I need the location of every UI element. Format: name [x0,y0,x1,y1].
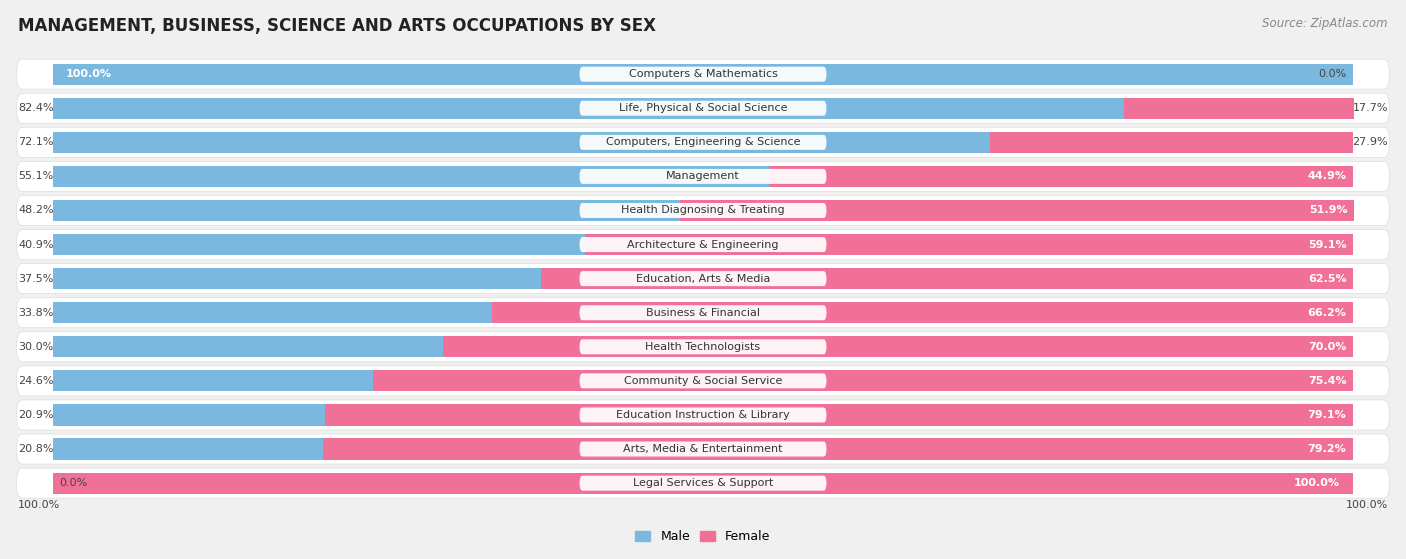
Bar [53,132,990,153]
FancyBboxPatch shape [579,339,827,354]
Text: Source: ZipAtlas.com: Source: ZipAtlas.com [1263,17,1388,30]
FancyBboxPatch shape [579,135,827,150]
FancyBboxPatch shape [17,196,1389,225]
Text: Education Instruction & Library: Education Instruction & Library [616,410,790,420]
Bar [325,404,1353,425]
Bar [585,234,1353,255]
Bar [492,302,1353,323]
FancyBboxPatch shape [579,67,827,82]
FancyBboxPatch shape [17,298,1389,328]
Text: 72.1%: 72.1% [18,138,53,148]
Bar [769,166,1353,187]
Bar [540,268,1353,289]
Text: 100.0%: 100.0% [66,69,112,79]
Text: Computers & Mathematics: Computers & Mathematics [628,69,778,79]
FancyBboxPatch shape [17,230,1389,259]
Text: Computers, Engineering & Science: Computers, Engineering & Science [606,138,800,148]
Text: Health Technologists: Health Technologists [645,342,761,352]
Bar [53,166,769,187]
Text: 24.6%: 24.6% [18,376,53,386]
FancyBboxPatch shape [579,203,827,218]
Text: 27.9%: 27.9% [1353,138,1388,148]
Text: 30.0%: 30.0% [18,342,53,352]
FancyBboxPatch shape [17,400,1389,430]
Text: 75.4%: 75.4% [1308,376,1347,386]
Text: 17.7%: 17.7% [1353,103,1388,113]
Text: Health Diagnosing & Treating: Health Diagnosing & Treating [621,206,785,215]
Bar [323,438,1353,459]
Bar [53,438,323,459]
FancyBboxPatch shape [579,476,827,491]
Text: 66.2%: 66.2% [1308,307,1347,318]
Bar [53,234,585,255]
Text: 48.2%: 48.2% [18,206,53,215]
FancyBboxPatch shape [17,332,1389,362]
Text: 79.1%: 79.1% [1308,410,1347,420]
FancyBboxPatch shape [17,93,1389,123]
FancyBboxPatch shape [17,127,1389,157]
Text: 62.5%: 62.5% [1308,274,1347,283]
Text: Life, Physical & Social Science: Life, Physical & Social Science [619,103,787,113]
Text: Community & Social Service: Community & Social Service [624,376,782,386]
FancyBboxPatch shape [17,434,1389,464]
Bar [373,370,1353,391]
Text: Legal Services & Support: Legal Services & Support [633,478,773,488]
Text: Arts, Media & Entertainment: Arts, Media & Entertainment [623,444,783,454]
Text: Business & Financial: Business & Financial [645,307,761,318]
Bar [679,200,1354,221]
Text: Architecture & Engineering: Architecture & Engineering [627,240,779,249]
FancyBboxPatch shape [579,237,827,252]
FancyBboxPatch shape [579,305,827,320]
Text: 0.0%: 0.0% [1319,69,1347,79]
Bar [53,268,540,289]
Text: 37.5%: 37.5% [18,274,53,283]
Text: 100.0%: 100.0% [1346,500,1388,510]
Bar [53,302,492,323]
Bar [1125,98,1354,119]
Bar [53,472,1353,494]
Bar [443,337,1353,357]
Text: 100.0%: 100.0% [18,500,60,510]
Text: 20.9%: 20.9% [18,410,53,420]
Text: MANAGEMENT, BUSINESS, SCIENCE AND ARTS OCCUPATIONS BY SEX: MANAGEMENT, BUSINESS, SCIENCE AND ARTS O… [18,17,657,35]
FancyBboxPatch shape [579,442,827,457]
Bar [53,370,373,391]
Text: 0.0%: 0.0% [59,478,87,488]
FancyBboxPatch shape [579,373,827,389]
Text: 100.0%: 100.0% [1294,478,1340,488]
Bar [53,64,1353,85]
FancyBboxPatch shape [579,101,827,116]
Bar [53,200,679,221]
Text: 59.1%: 59.1% [1308,240,1347,249]
Bar [53,98,1125,119]
Text: 55.1%: 55.1% [18,172,53,182]
Text: 33.8%: 33.8% [18,307,53,318]
Text: 44.9%: 44.9% [1308,172,1347,182]
Text: Management: Management [666,172,740,182]
Text: 82.4%: 82.4% [18,103,53,113]
FancyBboxPatch shape [17,366,1389,396]
FancyBboxPatch shape [17,264,1389,293]
Text: 40.9%: 40.9% [18,240,53,249]
FancyBboxPatch shape [579,169,827,184]
FancyBboxPatch shape [17,162,1389,191]
Bar [990,132,1353,153]
FancyBboxPatch shape [579,408,827,423]
Text: 51.9%: 51.9% [1309,206,1348,215]
Text: 79.2%: 79.2% [1308,444,1347,454]
Text: 70.0%: 70.0% [1308,342,1347,352]
Text: 20.8%: 20.8% [18,444,53,454]
FancyBboxPatch shape [17,59,1389,89]
FancyBboxPatch shape [17,468,1389,498]
FancyBboxPatch shape [579,271,827,286]
Bar [53,337,443,357]
Bar [53,404,325,425]
Legend: Male, Female: Male, Female [630,525,776,548]
Text: Education, Arts & Media: Education, Arts & Media [636,274,770,283]
